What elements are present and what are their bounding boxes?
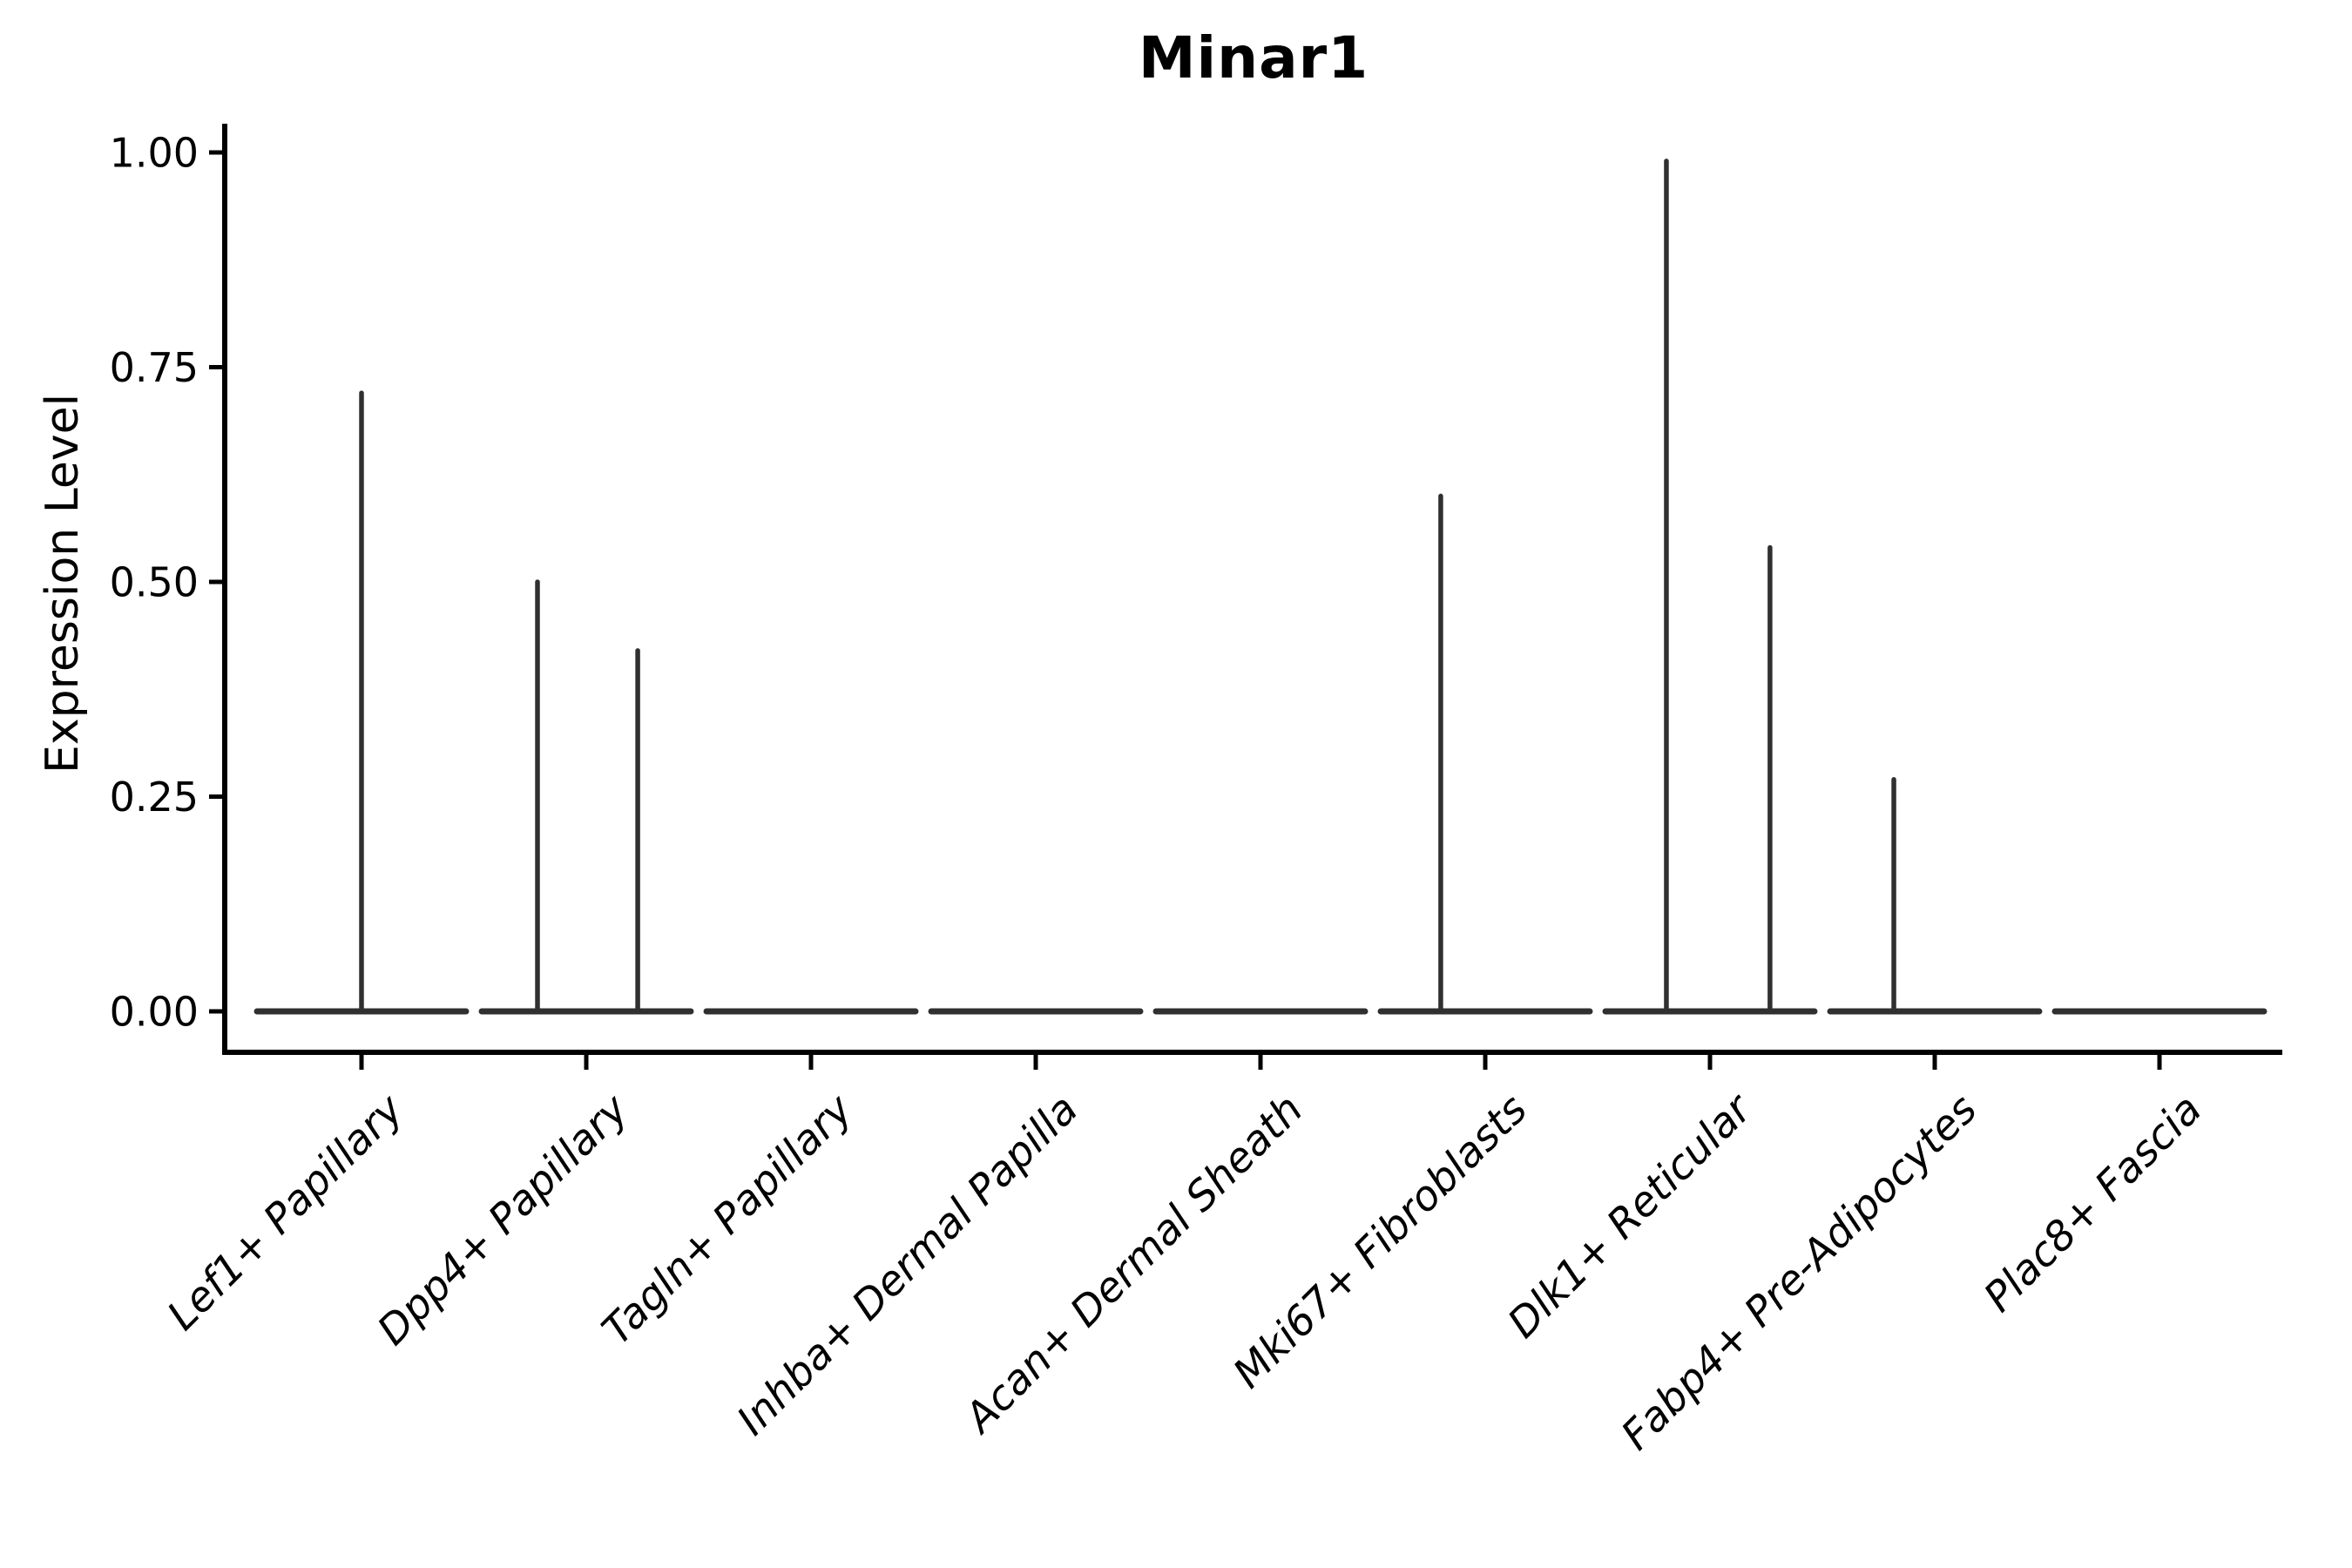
y-tick-label: 1.00 (110, 130, 199, 177)
y-tick-label: 0.50 (110, 559, 199, 606)
y-tick-label: 0.00 (110, 989, 199, 1036)
chart-title: Minar1 (1138, 24, 1369, 91)
y-tick-label: 0.25 (110, 774, 199, 821)
y-tick-label: 0.75 (110, 344, 199, 391)
